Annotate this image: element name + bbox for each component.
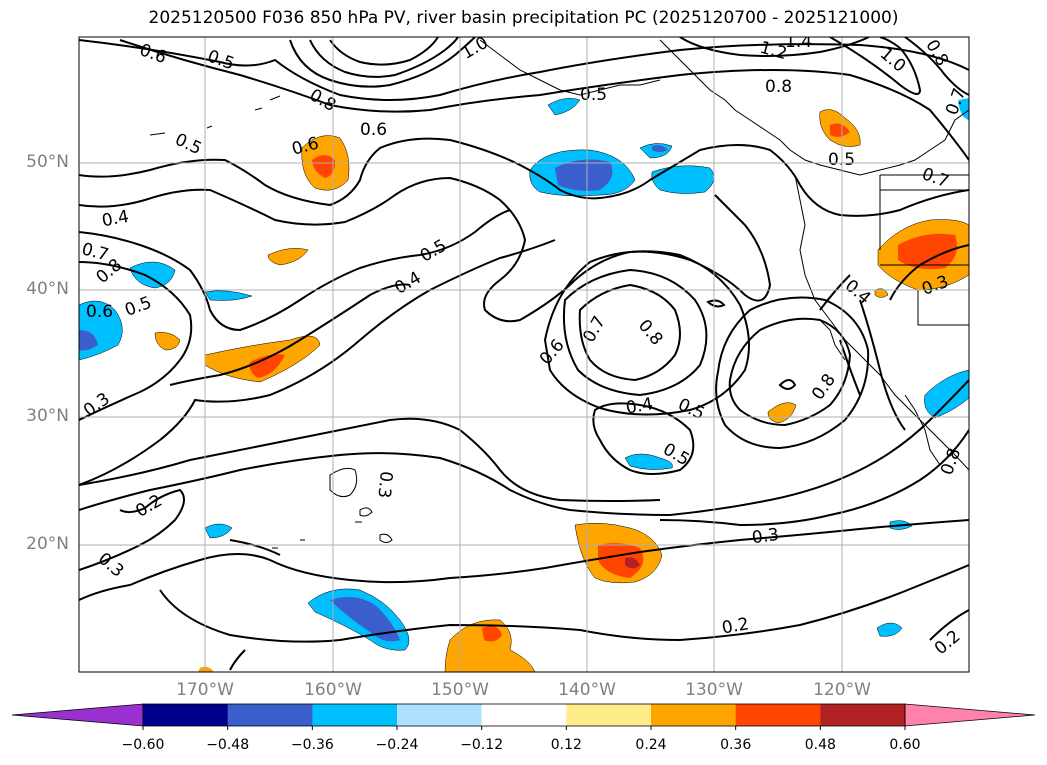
pv-contours <box>79 37 969 671</box>
contour-label: 1.4 <box>785 32 812 52</box>
contour-label: 0.4 <box>100 207 130 231</box>
colorbar-tick-label: 0.12 <box>550 737 582 753</box>
colorbar-segment <box>735 704 821 726</box>
colorbar-tick-label: −0.24 <box>375 737 419 753</box>
colorbar-segment <box>651 704 737 726</box>
lon-label-130w: 130°W <box>685 680 743 700</box>
lon-label-120w: 120°W <box>813 680 871 700</box>
figure-title: 2025120500 F036 850 hPa PV, river basin … <box>148 8 899 28</box>
lon-label-170w: 170°W <box>176 680 234 700</box>
colorbar-tick-label: 0.60 <box>889 737 921 753</box>
colorbar-segment <box>227 704 313 726</box>
contour-label: 0.3 <box>374 470 396 499</box>
colorbar-segment <box>397 704 483 726</box>
colorbar-tick-label: 0.48 <box>804 737 836 753</box>
colorbar-segment <box>312 704 398 726</box>
colorbar-tick-label: −0.48 <box>206 737 250 753</box>
colorbar-tick-label: −0.60 <box>121 737 165 753</box>
colorbar-segment <box>566 704 652 726</box>
contour-label: 0.6 <box>360 120 387 140</box>
precip-positive-areas <box>154 109 969 672</box>
colorbar-tick-label: 0.36 <box>720 737 752 753</box>
contour-label: 0.5 <box>580 85 607 105</box>
contour-label: 0.4 <box>624 394 654 418</box>
colorbar-segment <box>820 704 906 726</box>
colorbar-extend-low <box>11 703 144 727</box>
colorbar-extend-high <box>904 703 1036 727</box>
colorbar <box>11 703 1036 730</box>
colorbar-frame <box>142 703 906 727</box>
lat-label-20n: 20°N <box>26 534 69 554</box>
precip-negative-areas <box>79 98 969 651</box>
lat-label-40n: 40°N <box>26 279 69 299</box>
colorbar-tick-label: −0.36 <box>290 737 334 753</box>
colorbar-segment <box>143 704 229 726</box>
plot-frame <box>78 36 970 673</box>
gridlines <box>79 37 969 672</box>
lon-label-140w: 140°W <box>558 680 616 700</box>
colorbar-tick-label: −0.12 <box>460 737 504 753</box>
contour-label: 0.2 <box>720 614 750 638</box>
lon-label-150w: 150°W <box>431 680 489 700</box>
lon-label-160w: 160°W <box>304 680 362 700</box>
contour-label: 0.3 <box>751 525 781 549</box>
coastlines <box>149 39 969 549</box>
colorbar-tick-label: 0.24 <box>635 737 667 753</box>
contour-label: 0.6 <box>86 302 113 322</box>
lat-label-50n: 50°N <box>26 152 69 172</box>
contour-label: 0.8 <box>765 77 792 97</box>
lat-label-30n: 30°N <box>26 406 69 426</box>
colorbar-segment <box>481 704 567 726</box>
